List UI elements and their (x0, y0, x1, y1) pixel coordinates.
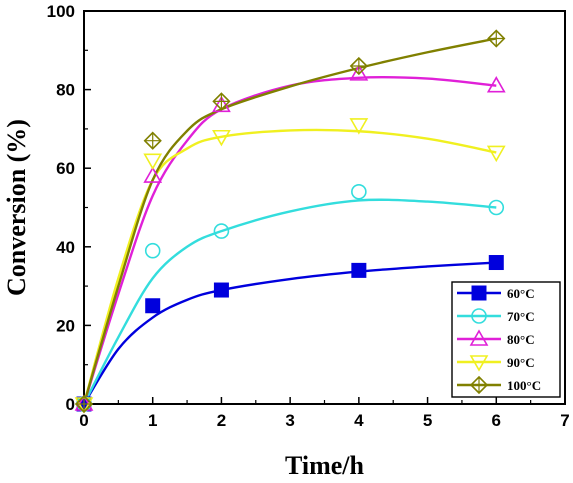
y-axis-title: Conversion (%) (2, 119, 31, 296)
marker-series-0 (145, 298, 161, 314)
legend-label: 70°C (507, 309, 535, 324)
x-tick-label: 1 (148, 411, 157, 430)
legend-marker (469, 329, 489, 346)
legend-entry: 100°C (457, 375, 541, 395)
y-tick-label: 80 (56, 81, 75, 100)
marker-series-0 (488, 255, 504, 271)
legend-entry: 60°C (457, 285, 535, 301)
marker-series-0 (351, 262, 367, 278)
marker-series-3 (349, 118, 369, 135)
x-axis-title: Time/h (285, 451, 365, 480)
curve-series-4 (82, 37, 497, 405)
y-tick-label: 20 (56, 316, 75, 335)
legend-entry: 90°C (457, 355, 535, 372)
legend-entry: 80°C (457, 329, 535, 347)
legend-entry: 70°C (457, 308, 535, 324)
marker-series-4 (74, 394, 94, 414)
x-tick-label: 7 (560, 411, 569, 430)
marker-series-1 (213, 223, 230, 239)
legend-marker (469, 375, 489, 395)
marker-series-1 (488, 199, 505, 216)
marker-series-0 (213, 282, 229, 298)
x-tick-label: 5 (423, 411, 432, 430)
y-tick-label: 60 (56, 159, 75, 178)
curve-series-3 (82, 128, 497, 405)
marker-series-4 (143, 131, 162, 150)
curve-series-0 (82, 261, 497, 405)
marker-series-2 (143, 166, 163, 183)
legend-marker (469, 355, 489, 372)
marker-series-1 (351, 183, 367, 200)
x-tick-label: 4 (354, 411, 364, 430)
x-tick-label: 0 (79, 411, 88, 430)
legend-label: 80°C (507, 332, 535, 347)
axes: 0 1 2 3 4 5 6 7 0 20 40 60 80 100 (47, 2, 570, 430)
y-tick-label: 40 (56, 238, 75, 257)
curve-series-2 (82, 75, 497, 405)
marker-series-3 (486, 145, 506, 163)
legend-marker (471, 285, 487, 301)
x-tick-label: 2 (217, 411, 226, 430)
y-tick-label: 100 (47, 2, 75, 21)
marker-series-4 (349, 56, 368, 76)
curve-series-1 (82, 198, 497, 405)
marker-series-4 (487, 29, 506, 48)
legend-label: 100°C (507, 378, 541, 393)
y-tick-label: 0 (66, 395, 75, 414)
marker-series-2 (349, 64, 369, 81)
marker-series-3 (212, 129, 231, 147)
legend-label: 90°C (507, 355, 535, 370)
x-tick-label: 6 (492, 411, 501, 430)
data-markers (74, 29, 506, 414)
marker-series-3 (143, 153, 163, 170)
marker-series-1 (144, 242, 161, 259)
legend: 60°C 70°C 80°C 90°C 100°C (451, 281, 561, 398)
fitted-curves (82, 37, 497, 405)
legend-label: 60°C (507, 286, 535, 301)
marker-series-2 (486, 76, 506, 93)
marker-series-4 (212, 92, 231, 111)
legend-marker (471, 308, 487, 324)
x-tick-label: 3 (285, 411, 294, 430)
